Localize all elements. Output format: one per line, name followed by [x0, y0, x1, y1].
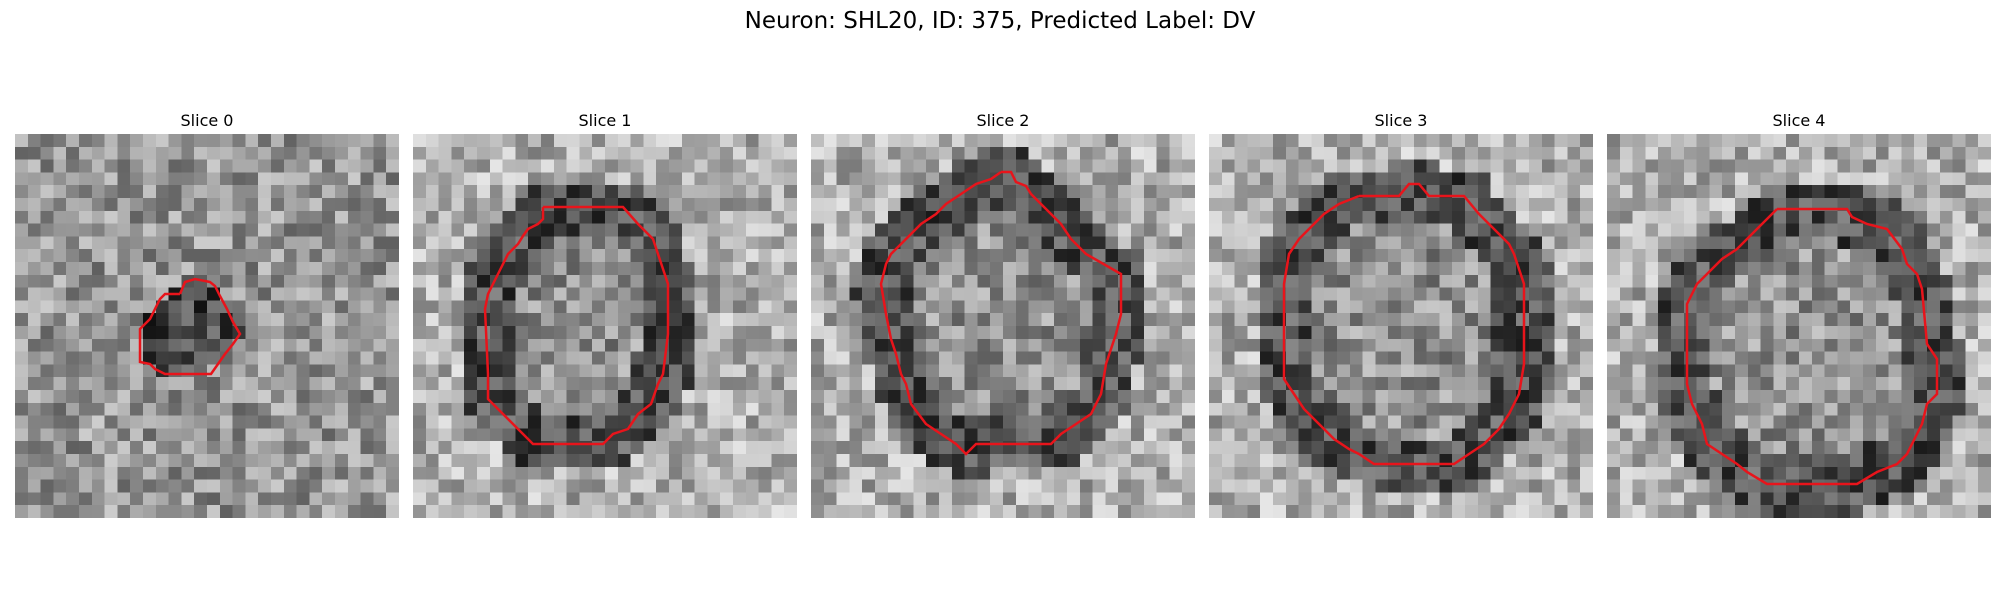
slice-3-cell-outline	[1284, 184, 1524, 464]
slice-panel-2: Slice 2	[811, 110, 1195, 518]
slice-0-cell-outline	[140, 279, 240, 374]
slice-title-2: Slice 2	[811, 110, 1195, 132]
slice-panel-0: Slice 0	[15, 110, 399, 518]
slice-4-cell-outline	[1687, 209, 1937, 484]
slice-image-3	[1209, 134, 1593, 518]
slice-4-outline-layer	[1607, 134, 1991, 518]
slice-1-cell-outline	[485, 207, 668, 444]
figure-title: Neuron: SHL20, ID: 375, Predicted Label:…	[0, 8, 2000, 34]
slice-1-outline-layer	[413, 134, 797, 518]
slice-title-0: Slice 0	[15, 110, 399, 132]
slice-panel-1: Slice 1	[413, 110, 797, 518]
slice-panel-3: Slice 3	[1209, 110, 1593, 518]
slice-panel-4: Slice 4	[1607, 110, 1991, 518]
slice-image-2	[811, 134, 1195, 518]
slice-title-4: Slice 4	[1607, 110, 1991, 132]
slice-image-0	[15, 134, 399, 518]
slice-title-3: Slice 3	[1209, 110, 1593, 132]
slice-title-1: Slice 1	[413, 110, 797, 132]
slice-2-cell-outline	[881, 172, 1121, 454]
slice-image-4	[1607, 134, 1991, 518]
slice-2-outline-layer	[811, 134, 1195, 518]
slice-0-outline-layer	[15, 134, 399, 518]
slice-3-outline-layer	[1209, 134, 1593, 518]
slice-image-1	[413, 134, 797, 518]
